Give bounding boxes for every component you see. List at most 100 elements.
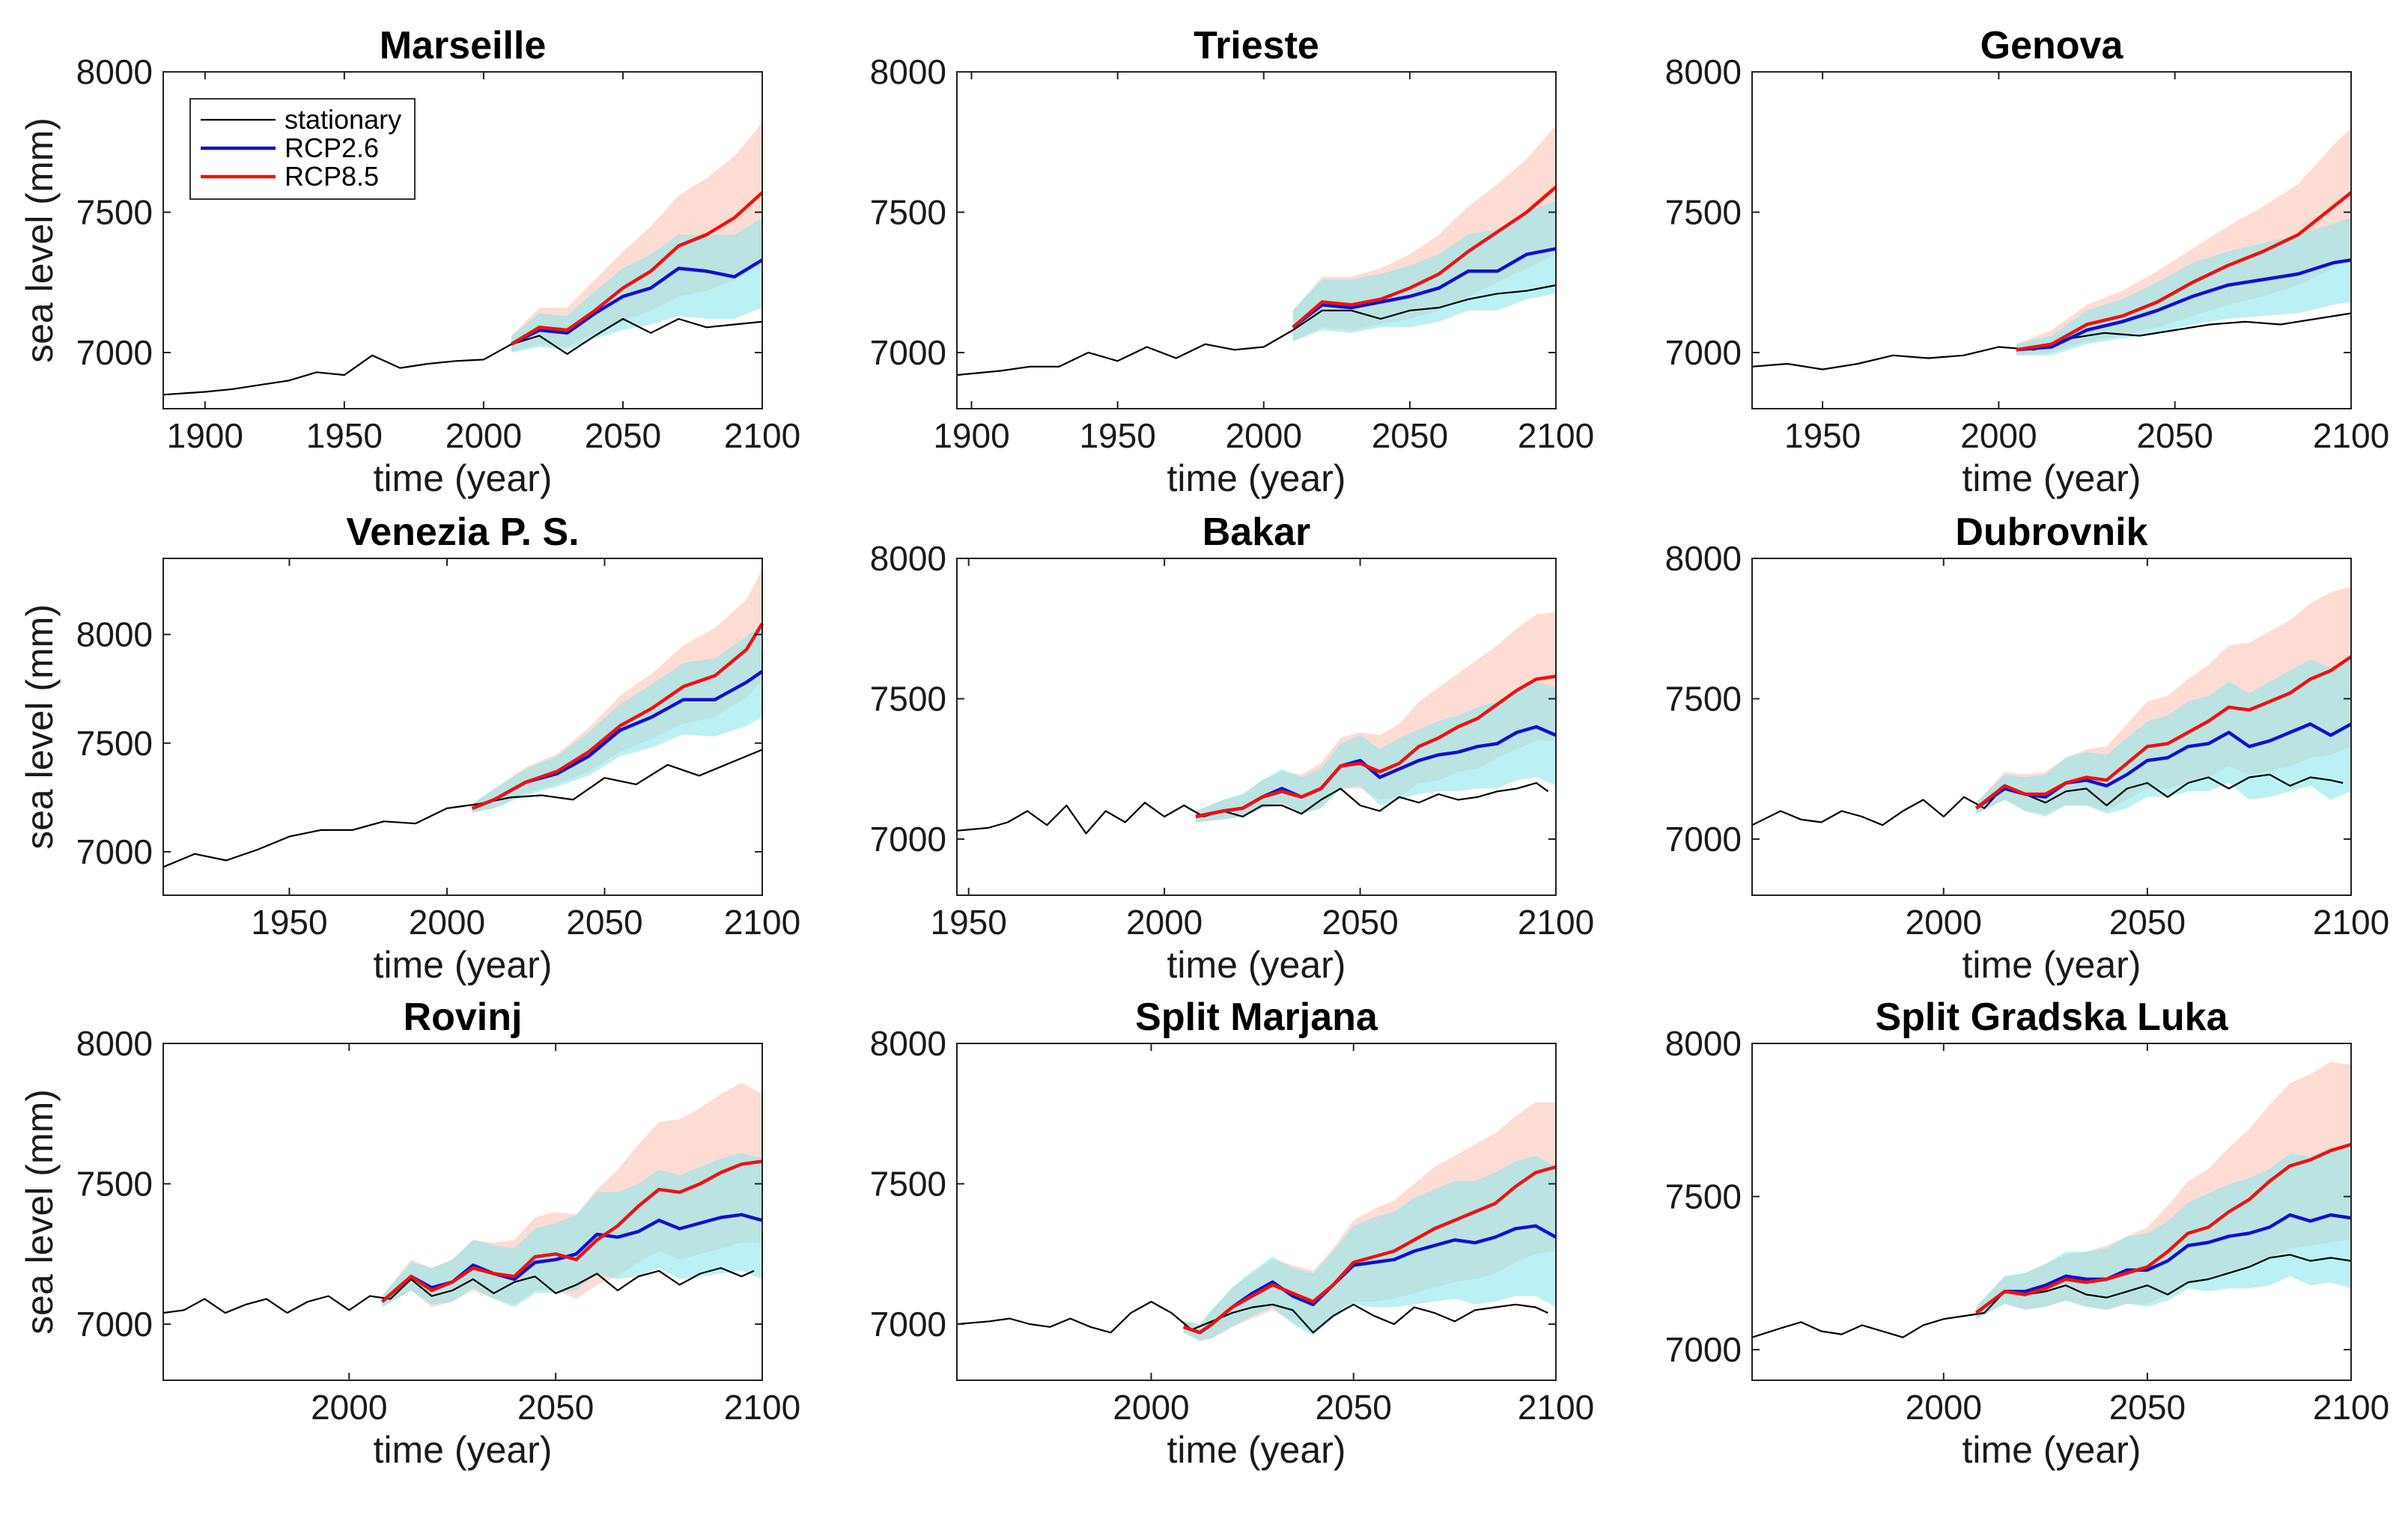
x-tick-label: 2000	[1906, 1388, 1982, 1427]
x-tick-label: 2000	[1906, 903, 1982, 942]
y-tick-label: 7500	[76, 193, 153, 232]
rcp85-line	[1974, 1142, 2352, 1314]
y-tick-label: 7000	[870, 820, 946, 859]
x-tick-label: 2050	[2137, 416, 2213, 455]
legend-stationary-label: stationary	[285, 104, 401, 135]
x-axis-label: time (year)	[1167, 457, 1346, 499]
x-tick-label: 2050	[585, 416, 661, 455]
panel-venezia-p-s-: 1950 2000 2050 2100 7000 7500 8000 Venezia P. S…	[19, 510, 800, 986]
x-tick-label: 2050	[1372, 416, 1448, 455]
panel-split-marjana: 2000 2050 2100 7000 7500 8000 Split Marjana tim…	[870, 996, 1595, 1471]
axes-frame	[1751, 558, 2352, 896]
y-tick-label: 8000	[1665, 539, 1742, 578]
chart-title: Marseille	[380, 24, 547, 67]
panel-split-gradska-luka: 2000 2050 2100 7000 7500 8000 Split Gradska Lu…	[1665, 996, 2390, 1471]
x-tick-label: 1900	[167, 416, 243, 455]
x-tick-label: 2000	[311, 1388, 387, 1427]
rcp85-line	[1292, 186, 1557, 329]
x-tick-label: 2100	[1518, 903, 1594, 942]
x-tick-label: 2000	[409, 903, 485, 942]
chart-title: Venezia P. S.	[346, 510, 579, 554]
y-tick-label: 7000	[76, 333, 153, 372]
x-tick-label: 2100	[724, 416, 800, 455]
x-tick-label: 1950	[1079, 416, 1155, 455]
y-tick-label: 8000	[76, 1024, 153, 1063]
y-tick-label: 8000	[870, 1024, 946, 1063]
y-tick-label: 7500	[870, 1165, 946, 1204]
y-axis-label: sea level (mm)	[19, 604, 61, 850]
x-tick-label: 2000	[1126, 903, 1203, 942]
x-axis-label: time (year)	[1962, 944, 2141, 986]
x-tick-label: 1950	[931, 903, 1007, 942]
axes-frame	[1751, 1043, 2352, 1381]
y-tick-label: 7500	[870, 193, 946, 232]
rcp85-line	[1182, 1165, 1557, 1335]
x-tick-label: 2100	[2313, 903, 2389, 942]
x-axis-label: time (year)	[1962, 457, 2141, 499]
y-tick-label: 8000	[76, 615, 153, 654]
chart-title: Split Gradska Luka	[1875, 996, 2228, 1039]
x-tick-label: 1950	[1784, 416, 1861, 455]
x-tick-label: 1950	[306, 416, 383, 455]
x-tick-label: 2050	[2109, 903, 2186, 942]
x-tick-label: 2100	[2313, 416, 2389, 455]
x-axis-label: time (year)	[374, 1429, 553, 1471]
rcp26-line	[2016, 258, 2352, 352]
x-tick-label: 1950	[251, 903, 327, 942]
stationary-line	[162, 1266, 755, 1314]
rcp85-line	[1974, 655, 2353, 810]
panel-dubrovnik: 2000 2050 2100 7000 7500 8000 Dubrovnik time (y…	[1665, 510, 2390, 986]
x-tick-label: 2000	[1226, 416, 1302, 455]
y-tick-label: 7000	[76, 832, 153, 871]
rcp85-line	[1195, 674, 1557, 819]
x-axis-label: time (year)	[1962, 1429, 2141, 1471]
rcp85-line	[2016, 191, 2353, 352]
stationary-line	[956, 781, 1549, 835]
x-tick-label: 2050	[1322, 903, 1398, 942]
y-tick-label: 7000	[870, 1305, 946, 1344]
chart-title: Genova	[1980, 24, 2124, 67]
chart-title: Split Marjana	[1135, 996, 1378, 1039]
rcp26-band	[1292, 201, 1556, 341]
rcp26-line	[1975, 722, 2353, 810]
stationary-line	[956, 284, 1557, 377]
chart-title: Bakar	[1203, 510, 1311, 554]
y-tick-label: 8000	[1665, 1024, 1742, 1063]
stationary-line	[956, 1300, 1548, 1334]
axes-frame	[956, 558, 1557, 896]
x-tick-label: 2000	[1113, 1388, 1189, 1427]
y-tick-label: 7000	[1665, 1330, 1742, 1369]
stationary-line	[1751, 773, 2344, 826]
x-axis-label: time (year)	[1167, 1429, 1346, 1471]
panel-trieste: 1900 1950 2000 2050 2100 7000 7500 8000 Trieste t…	[870, 24, 1595, 499]
y-tick-label: 7500	[1665, 680, 1742, 719]
rcp26-band	[472, 624, 762, 813]
panel-genova: 1950 2000 2050 2100 7000 7500 8000 Genova time (…	[1665, 24, 2390, 499]
x-tick-label: 2050	[1316, 1388, 1392, 1427]
y-tick-label: 7500	[870, 680, 946, 719]
y-tick-label: 8000	[1665, 52, 1742, 91]
x-tick-label: 2000	[446, 416, 522, 455]
axes-frame	[162, 1043, 763, 1381]
chart-title: Dubrovnik	[1955, 510, 2147, 554]
y-tick-label: 7500	[76, 1165, 153, 1204]
x-tick-label: 2050	[566, 903, 642, 942]
rcp26-band	[1183, 1156, 1556, 1341]
panel-marseille: 1900 1950 2000 2050 2100 7000 7500 8000 Marseill…	[19, 24, 800, 499]
rcp85-line	[380, 1159, 763, 1303]
y-tick-label: 7000	[1665, 333, 1742, 372]
y-tick-label: 8000	[870, 52, 946, 91]
axes-frame	[956, 71, 1557, 409]
axes-frame	[162, 71, 763, 409]
x-tick-label: 2100	[1518, 1388, 1594, 1427]
axes-frame	[1751, 71, 2352, 409]
rcp26-band	[1196, 682, 1556, 823]
panel-bakar: 1950 2000 2050 2100 7000 7500 8000 Bakar time (y…	[870, 510, 1595, 986]
y-tick-label: 7000	[870, 333, 946, 372]
y-tick-label: 7000	[1665, 820, 1742, 859]
x-tick-label: 2000	[1960, 416, 2037, 455]
axes-frame	[956, 1043, 1557, 1381]
x-axis-label: time (year)	[374, 457, 553, 499]
y-tick-label: 8000	[870, 539, 946, 578]
x-tick-label: 2100	[724, 903, 800, 942]
